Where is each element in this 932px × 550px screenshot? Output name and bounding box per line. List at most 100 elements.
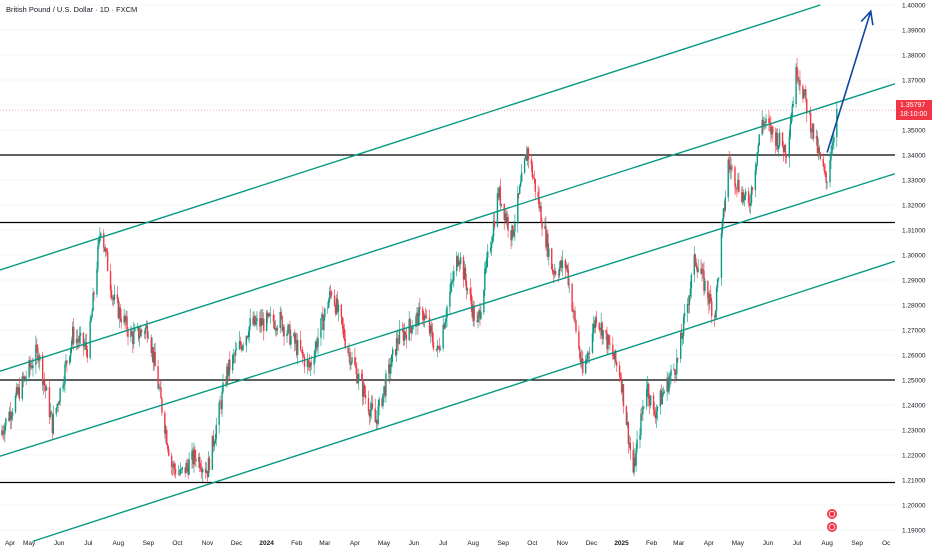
candle-body	[612, 344, 614, 357]
channel-line[interactable]	[0, 83, 896, 372]
candle-body	[4, 425, 6, 435]
candle-body	[729, 164, 731, 170]
time-tick-label: Nov	[202, 540, 214, 547]
candle-body	[798, 80, 800, 81]
candle-body	[738, 179, 740, 192]
candle-body	[195, 457, 197, 462]
candle-body	[35, 344, 37, 366]
channel-line[interactable]	[32, 260, 896, 542]
candle-body	[222, 382, 224, 392]
candle-body	[463, 267, 466, 280]
candle-body	[309, 362, 311, 368]
candle-body	[680, 332, 683, 339]
candle-body	[417, 312, 419, 326]
candle-body	[188, 459, 190, 475]
candle-body	[147, 337, 150, 339]
candle-body	[599, 329, 601, 331]
candle-body	[66, 360, 68, 364]
candle-body	[416, 312, 418, 317]
candle-body	[389, 364, 391, 374]
candle-body	[615, 350, 617, 363]
time-axis[interactable]: Apr May Jun Jul Aug Sep Oct Nov Dec 2024 Feb Mar Apr…	[5, 540, 891, 547]
candle-body	[165, 429, 167, 434]
candle-body	[181, 467, 183, 470]
candle-body	[320, 318, 322, 338]
candle-body	[143, 332, 146, 334]
candle-body	[112, 297, 115, 301]
candle-body	[98, 237, 100, 246]
candle-body	[748, 203, 751, 206]
candle-body	[93, 292, 95, 295]
candle-body	[221, 391, 223, 410]
earnings-event-icon[interactable]	[827, 509, 837, 519]
event-markers[interactable]	[827, 509, 837, 532]
candle-body	[30, 365, 32, 368]
candle-body	[17, 387, 20, 394]
candle-body	[784, 145, 787, 157]
candle-body	[172, 463, 175, 467]
candle-body	[344, 338, 346, 348]
candle-body	[111, 297, 114, 298]
candle-body	[340, 304, 343, 317]
candle-body	[580, 358, 582, 365]
candle-body	[348, 352, 350, 353]
candle-body	[247, 337, 249, 338]
candle-body	[268, 313, 271, 316]
price-axis[interactable]: 1.400001.390001.380001.370001.360001.350…	[895, 0, 932, 550]
candle-body	[134, 328, 136, 332]
candle-body	[554, 270, 557, 275]
candle-body	[526, 148, 529, 161]
candle-body	[710, 294, 712, 302]
candle-body	[191, 450, 193, 460]
projection-arrow-shaft[interactable]	[826, 11, 872, 153]
candle-body	[228, 359, 230, 376]
candle-body	[693, 254, 695, 275]
candle-body	[275, 328, 278, 331]
dividend-event-icon[interactable]	[827, 522, 837, 532]
channel-line[interactable]	[0, 173, 896, 457]
time-tick-label: Apr	[704, 540, 715, 547]
candle-body	[686, 303, 689, 313]
candle-body	[360, 373, 363, 379]
time-tick-label: May	[23, 540, 36, 547]
candle-body	[186, 463, 188, 467]
candle-body	[55, 407, 57, 415]
candle-body	[194, 449, 196, 458]
candle-body	[363, 384, 366, 395]
time-tick-label: Mar	[673, 540, 685, 547]
symbol-title[interactable]: British Pound / U.S. Dollar · 1D · FXCM	[6, 5, 138, 14]
channel-line[interactable]	[0, 4, 821, 271]
candle-body	[131, 330, 133, 336]
candle-body	[477, 315, 479, 322]
candle-body	[592, 323, 595, 334]
candle-body	[124, 315, 126, 322]
price-tick-label: 1.34000	[902, 153, 926, 160]
candle-body	[431, 331, 434, 342]
time-tick-label: Oct	[172, 540, 182, 547]
candle-body	[408, 319, 410, 341]
price-tick-label: 1.21000	[902, 478, 926, 485]
candle-body	[83, 345, 86, 347]
candle-body	[609, 343, 611, 345]
candle-body	[160, 387, 162, 399]
candle-body	[505, 213, 507, 222]
candle-body	[817, 147, 820, 153]
candle-body	[144, 327, 147, 334]
projection-arrow[interactable]	[826, 9, 874, 153]
candle-body	[299, 339, 302, 350]
trend-channel[interactable]	[0, 4, 896, 542]
time-tick-label: Jun	[409, 540, 420, 547]
candle-body	[234, 349, 237, 356]
candle-body	[52, 414, 55, 434]
candle-body	[70, 347, 72, 357]
candle-body	[409, 319, 411, 327]
projection-arrow-head[interactable]	[860, 9, 874, 26]
candle-body	[388, 364, 390, 374]
candle-body	[255, 321, 257, 325]
candle-body	[635, 449, 637, 466]
candle-body	[790, 116, 792, 125]
candle-body	[123, 315, 125, 323]
candle-body	[659, 390, 662, 407]
price-tick-label: 1.20000	[902, 503, 926, 510]
